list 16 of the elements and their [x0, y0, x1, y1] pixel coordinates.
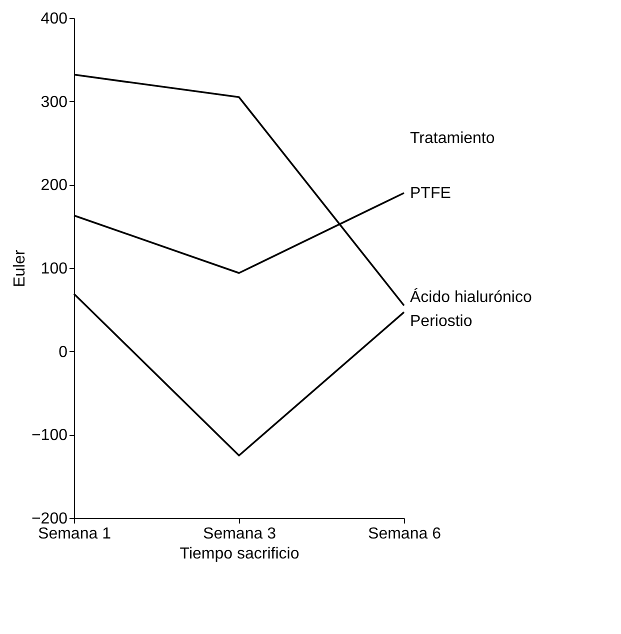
y-tick-label: 200	[40, 177, 68, 194]
y-tick-label: −200	[31, 510, 68, 528]
legend-title: Tratamiento	[410, 130, 495, 147]
series-label: PTFE	[410, 185, 451, 202]
series-label: Ácido hialurónico	[410, 288, 532, 306]
y-axis-title: Euler	[11, 249, 28, 288]
y-tick-label: 300	[40, 94, 68, 111]
y-tick-label: 0	[58, 344, 68, 361]
x-tick-label: Semana 1	[38, 526, 112, 542]
y-tick-label: −100	[31, 427, 68, 444]
y-tick-label: 100	[40, 260, 68, 278]
y-tick-label: 400	[40, 10, 68, 28]
x-axis-title: Tiempo sacrificio	[180, 546, 300, 562]
series-label: Periostio	[410, 312, 472, 330]
x-tick-label: Semana 6	[368, 526, 442, 542]
x-tick-label: Semana 3	[203, 526, 276, 542]
